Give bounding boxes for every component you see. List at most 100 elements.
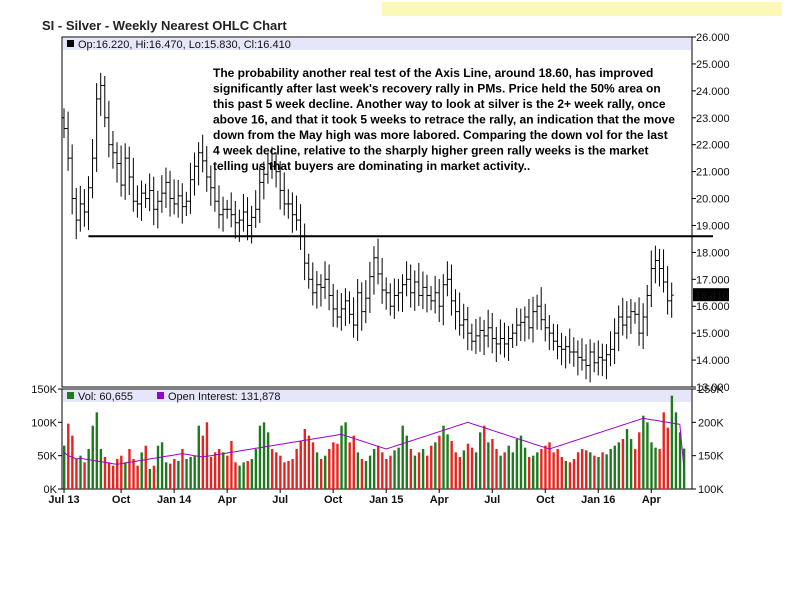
volume-bar [572,459,576,489]
volume-bar [83,462,86,489]
volume-bar [116,459,119,489]
volume-bar [442,425,445,489]
price-y-tick-label: 26.000 [696,32,730,44]
price-panel [61,36,693,388]
price-y-tick-label: 13.000 [696,382,730,394]
volume-bar [401,425,404,489]
volume-bar [140,452,143,489]
volume-bar [654,447,657,489]
volume-bar [99,449,103,489]
x-tick-label: Apr [218,494,238,506]
volume-bar [144,445,147,489]
volume-bar [132,459,135,489]
volume-bar [348,442,351,489]
volume-bar [609,449,612,489]
volume-bar [536,452,539,489]
volume-bar [95,412,99,489]
volume-bar [548,442,551,489]
x-tick-label: Jul [484,494,500,506]
volume-bar [111,465,115,489]
volume-bar [544,445,547,489]
volume-bar [181,449,184,489]
volume-bar [197,425,200,489]
volume-bar [71,435,74,489]
volume-bar [185,459,188,489]
volume-bar [638,432,641,489]
volume-bar [642,415,645,489]
volume-bar [585,450,588,489]
volume-bar [462,450,466,489]
volume-bar [454,452,457,489]
volume-bar [674,412,678,489]
volume-bar [576,452,580,489]
volume-bar [377,445,380,489]
volume-bar [279,455,282,489]
volume-bar [262,422,266,489]
price-y-tick-label: 22.000 [696,140,730,152]
volume-bar [483,425,486,489]
volume-bar [434,442,437,489]
volume-bar [499,455,502,489]
volume-bar [303,429,307,489]
volume-bar [633,449,637,489]
volume-bar [271,449,274,489]
volume-bar [625,429,629,489]
volume-bar [372,449,376,489]
price-header-text: Op:16.220, Hi:16.470, Lo:15.830, Cl:16.4… [78,39,291,51]
volume-bar [189,457,192,489]
volume-bar [266,432,270,489]
volume-bar [466,443,470,489]
volume-bar [601,452,604,489]
volume-bar [597,457,600,489]
volume-bar [152,465,156,489]
volume-bar [666,427,670,489]
volume-bar [613,445,616,489]
volume-bar [417,452,421,489]
volume-bar [291,459,294,489]
volume-bar [421,449,425,489]
volume-bar [344,422,347,489]
volume-bar [238,465,241,489]
annotation-line: above 16, and that it took 5 weeks to re… [213,113,675,127]
volume-bar [425,455,429,489]
volume-bar [364,461,368,489]
volume-bar [226,455,229,489]
volume-bar [450,441,453,489]
volume-bar [503,452,506,489]
volume-bar [124,462,127,489]
volume-bar [242,462,245,489]
volume-bar [356,452,360,489]
volume-bar [491,439,494,489]
price-y-tick-label: 17.000 [696,274,730,286]
open-interest-y-tick-label: 200K [698,417,724,429]
volume-y-tick-label: 0K [44,484,58,496]
annotation-line: The probability another real test of the… [213,66,653,80]
volume-bar [682,448,686,489]
price-y-tick-label: 20.000 [696,194,730,206]
volume-bar [75,459,78,489]
volume-bar [324,455,327,489]
volume-bar [540,449,543,489]
volume-y-tick-label: 50K [37,451,57,463]
x-tick-label: Oct [112,494,131,506]
volume-bar [621,439,625,489]
x-tick-label: Jul 13 [48,494,79,506]
volume-bar [169,463,172,489]
open-interest-header-text: Open Interest: 131,878 [168,391,281,403]
price-panel-header [63,38,691,50]
chart-title: SI - Silver - Weekly Nearest OHLC Chart [42,18,287,33]
volume-bar [368,455,372,489]
price-y-tick-label: 25.000 [696,59,730,71]
volume-bar [311,442,315,489]
volume-bar [556,449,559,489]
volume-bar [617,442,621,489]
x-tick-label: Apr [430,494,450,506]
volume-bar [474,452,478,489]
volume-bar [527,457,531,489]
volume-bar [222,452,225,489]
volume-bar [511,452,515,489]
volume-bar [156,445,160,489]
annotation-line: significantly after last week's recovery… [213,82,661,96]
volume-bar [128,449,131,489]
price-y-tick-label: 15.000 [696,328,730,340]
